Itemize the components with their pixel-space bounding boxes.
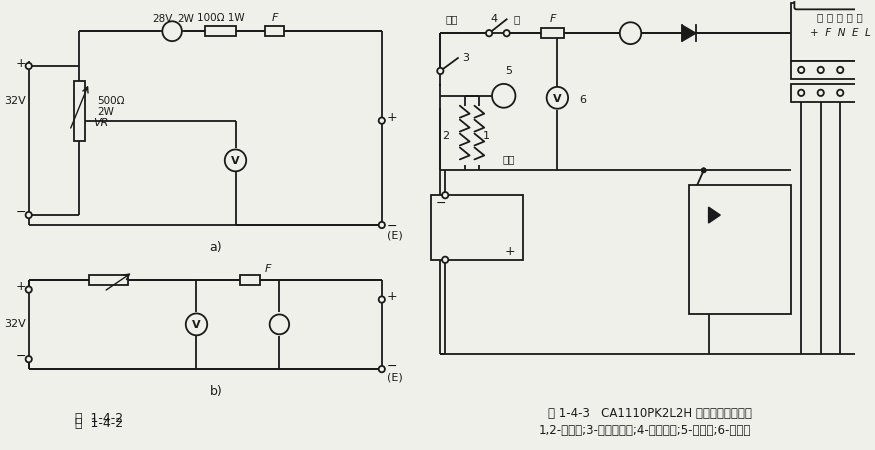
Text: −: − [387,220,397,233]
Circle shape [492,84,515,108]
Circle shape [225,149,246,171]
Text: +: + [505,245,515,258]
Text: a): a) [210,241,222,254]
Bar [689,185,792,315]
Text: 1,2-易熔线;3-前照灯开关;4-点火开关;5-前照灯;6-电压表: 1,2-易熔线;3-前照灯开关;4-点火开关;5-前照灯;6-电压表 [539,424,752,437]
Circle shape [163,21,182,41]
Bar [541,28,564,38]
Text: +: + [387,290,397,303]
Circle shape [817,90,824,96]
Text: 500Ω: 500Ω [97,96,124,106]
Circle shape [857,90,863,96]
Bar [265,26,284,36]
Text: V: V [553,94,562,104]
Bar [74,81,85,140]
Bar [206,26,236,36]
Polygon shape [682,25,696,41]
Text: −: − [436,197,446,210]
Text: 5: 5 [505,66,512,76]
Text: 2W: 2W [97,107,114,117]
Bar [241,274,260,285]
Text: 3: 3 [462,53,469,63]
Text: +  F  N  E  L: + F N E L [810,28,871,38]
Text: 红白: 红白 [445,14,458,24]
Text: 白: 白 [514,14,520,24]
Circle shape [379,222,385,228]
Text: F: F [271,14,277,23]
Circle shape [442,256,448,263]
Text: (E): (E) [387,372,402,382]
Text: b): b) [210,386,222,398]
Circle shape [379,297,385,303]
Text: 黑红: 黑红 [502,154,514,164]
Text: 32V: 32V [4,320,26,329]
FancyBboxPatch shape [794,0,875,9]
Circle shape [857,67,863,73]
Circle shape [379,117,385,124]
Text: 图 1-4-3   CA1110PK2L2H 型电源电路示意图: 图 1-4-3 CA1110PK2L2H 型电源电路示意图 [548,407,752,420]
Text: −: − [15,350,25,363]
Text: +: + [15,280,25,293]
Text: V: V [192,320,200,330]
Circle shape [270,315,289,334]
Text: 28V: 28V [152,14,172,24]
Bar [89,274,129,285]
Text: −: − [387,360,397,373]
Circle shape [798,90,804,96]
Circle shape [701,168,706,173]
Text: F: F [265,264,271,274]
Circle shape [486,30,493,36]
Text: 6: 6 [579,95,586,105]
Text: 4: 4 [490,14,498,24]
Bar [430,195,523,260]
Circle shape [837,90,844,96]
Text: +: + [387,111,397,124]
Text: F: F [550,14,556,24]
Circle shape [25,212,31,218]
Circle shape [701,168,706,173]
Text: VR: VR [93,117,108,128]
Bar [792,4,875,61]
Text: 100Ω 1W: 100Ω 1W [197,14,245,23]
Circle shape [442,192,448,198]
Circle shape [798,67,804,73]
Circle shape [837,67,844,73]
Text: 2: 2 [443,130,450,140]
Bar [792,84,875,102]
Polygon shape [709,207,720,223]
Circle shape [25,286,31,293]
Circle shape [503,30,510,36]
Text: 红 黄 蓝 黑 白: 红 黄 蓝 黑 白 [817,12,863,22]
Circle shape [25,63,31,69]
Text: 32V: 32V [4,96,26,106]
Text: 图  1-4-2: 图 1-4-2 [75,417,123,430]
Circle shape [438,68,444,74]
Text: +: + [15,57,25,69]
Text: V: V [231,157,240,166]
Text: 2W: 2W [178,14,194,24]
Text: −: − [15,206,25,219]
Text: 图  1-4-2: 图 1-4-2 [75,412,123,425]
Circle shape [379,366,385,372]
Circle shape [186,314,207,335]
Circle shape [817,67,824,73]
Text: (E): (E) [387,231,402,241]
Text: 1: 1 [483,130,490,140]
Circle shape [620,22,641,44]
Circle shape [547,87,568,109]
Bar [792,61,875,79]
Circle shape [25,356,31,362]
